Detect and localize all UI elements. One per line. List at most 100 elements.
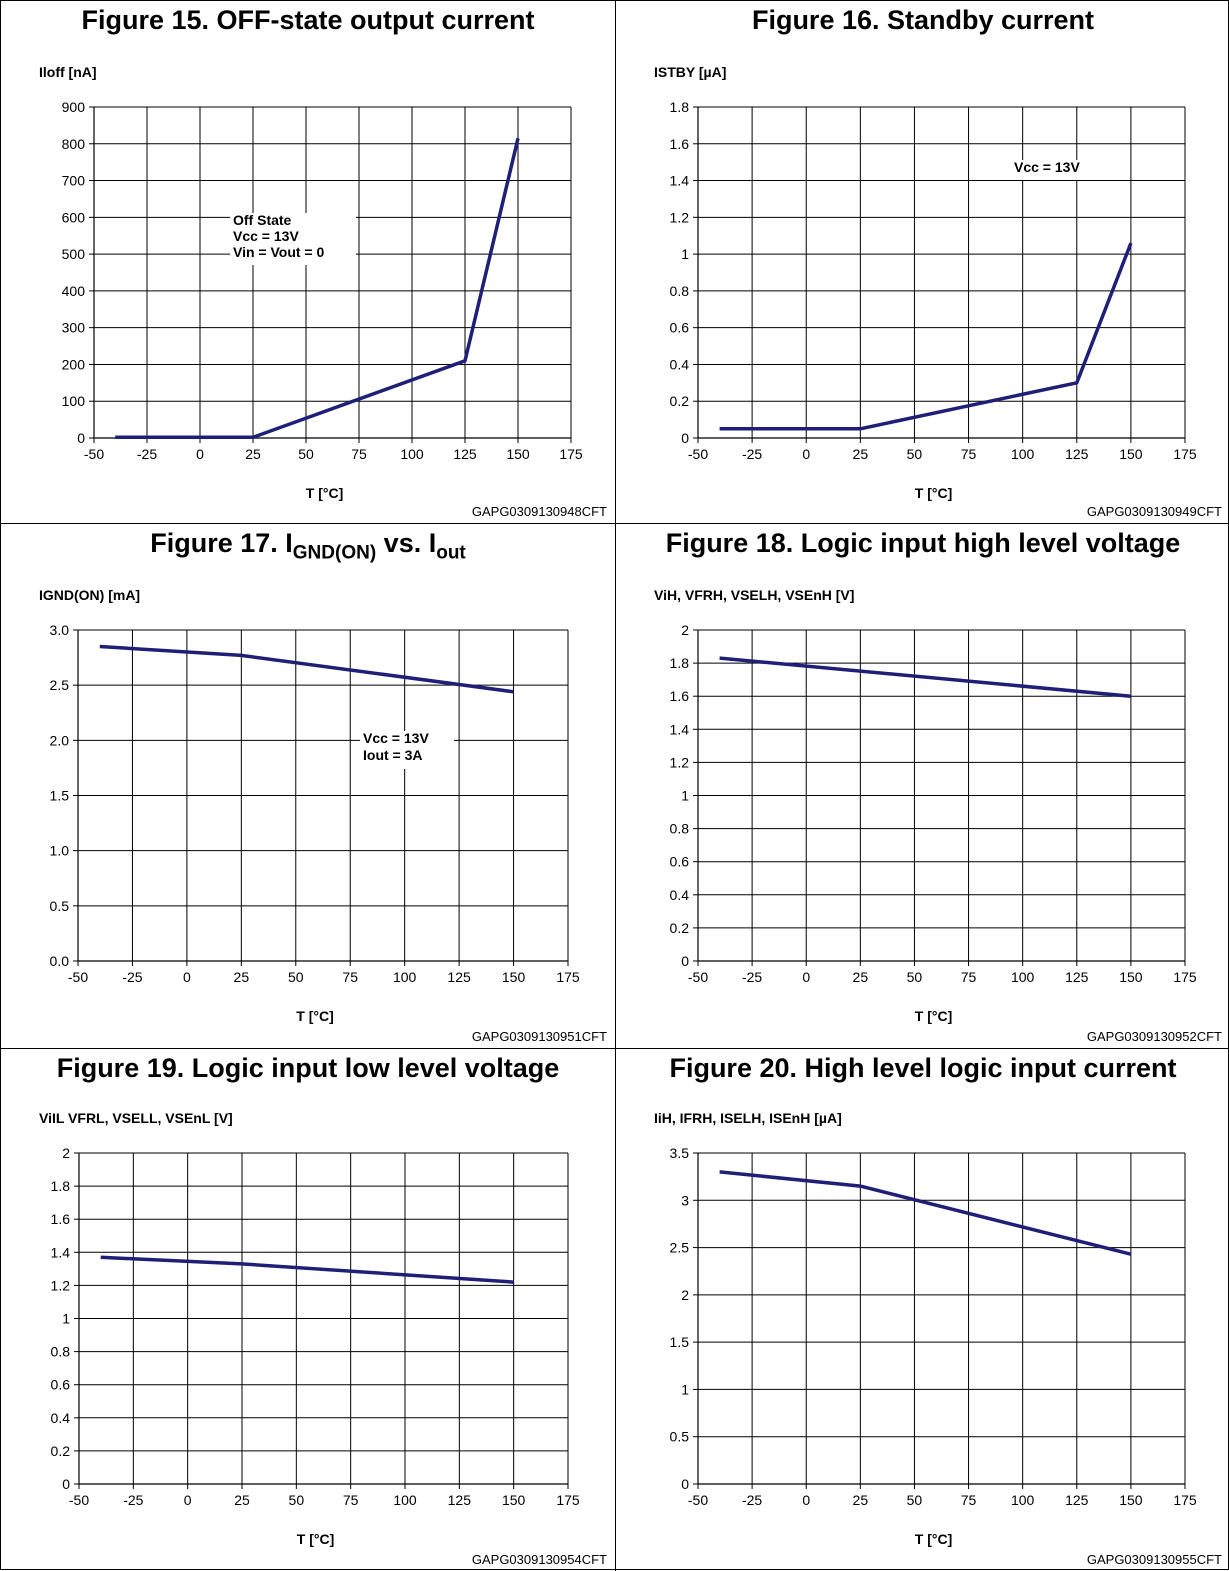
x-tick-label: -25 [742,1492,762,1508]
x-tick-label: 100 [400,446,424,462]
figure-16-panel: Figure 16. Standby current -50 -25 0 25 50 75… [616,1,1229,523]
y-tick-label: 0.4 [670,887,690,903]
y-axis-label: ViIL VFRL, VSELL, VSEnL [V] [39,1110,233,1126]
y-axis-label: IGND(ON) [mA] [39,587,140,603]
x-tick-label: 50 [907,1492,923,1508]
x-tick-label: 0 [196,446,204,462]
x-tick-label: 25 [234,1492,250,1508]
y-tick-label: 1 [681,246,689,262]
y-tick-label: 0.6 [670,854,690,870]
figure-15-chart: -50 -25 0 25 50 75 100 125 150 175 0 100 200 300 400 50… [39,64,583,501]
x-tick-label: 75 [342,969,358,985]
annotation-text: Iout = 3A [363,747,423,763]
y-tick-label: 0 [681,953,689,969]
figure-20-panel: Figure 20. High level logic input curren… [616,1049,1229,1571]
x-tick-label: 175 [556,969,580,985]
x-tick-label: -25 [137,446,157,462]
series-line [115,137,520,440]
y-tick-label: 1.0 [50,843,70,859]
annotation-box [230,213,356,265]
y-tick-label: 1 [681,788,689,804]
y-tick-label: 3 [681,1192,689,1208]
y-tick-label: 2.5 [670,1240,690,1256]
x-tick-label: 25 [853,1492,869,1508]
x-tick-label: -50 [688,969,708,985]
x-tick-label: 75 [351,446,367,462]
y-tick-label: 0.2 [51,1443,71,1459]
y-tick-label: 1.4 [670,721,690,737]
figure-19-title: Figure 19. Logic input low level voltage [56,1053,560,1083]
figure-17-chart: -50 -25 0 25 50 75 100 125 150 175 0.0 0.5 1.0 1.5 2.0… [39,587,580,1024]
figure-19-code: GAPG0309130954CFT [471,1552,607,1567]
x-tick-label: 125 [1065,969,1089,985]
x-tick-label: 100 [393,969,417,985]
x-tick-label: 100 [1011,1492,1035,1508]
y-tick-label: 400 [62,283,86,299]
annotation-box [1011,160,1104,180]
y-tick-label: 2.0 [50,732,70,748]
annotation-text: Vcc = 13V [233,228,299,244]
x-tick-label: -50 [688,446,708,462]
y-tick-label: 0.6 [670,320,690,336]
x-tick-label: 25 [245,446,261,462]
figure-15-panel: Figure 15. OFF-state output current -50-… [1,1,615,523]
series-line [100,1255,514,1284]
figure-15-code: GAPG0309130948CFT [471,504,607,519]
y-tick-label: 1.6 [51,1211,71,1227]
x-tick-label: 150 [502,1492,526,1508]
y-tick-label: 1.8 [670,99,690,115]
y-tick-label: 1.5 [50,788,70,804]
annotation-text: Vcc = 13V [1014,159,1080,175]
x-axis-label: T [°C] [297,1531,334,1547]
figure-17-title: Figure 17. IGND(ON) vs. Iout [150,528,466,564]
x-tick-label: 75 [961,969,977,985]
annotation-box [360,731,454,769]
y-tick-label: 1.5 [670,1334,690,1350]
figure-16-chart: -50 -25 0 25 50 75 100 125 150 175 0 0.2 0.4 0.6 0.8 1 1… [654,64,1197,501]
series-line [719,656,1132,698]
x-axis-label: T [°C] [306,485,343,501]
series-line [99,644,514,694]
y-tick-label: 2.5 [50,677,70,693]
y-tick-label: 1.6 [670,688,690,704]
figure-18-panel: Figure 18. Logic input high level voltag… [616,524,1229,1048]
figure-18-code: GAPG0309130952CFT [1086,1029,1222,1044]
y-tick-label: 100 [62,393,86,409]
y-tick-label: 800 [62,136,86,152]
y-tick-label: 0.0 [50,953,70,969]
x-tick-label: 25 [234,969,250,985]
y-tick-label: 0.4 [51,1410,71,1426]
y-tick-label: 700 [62,173,86,189]
annotation-text: Off State [233,212,292,228]
row-divider-1 [1,523,1229,524]
y-tick-label: 0.4 [670,356,690,372]
x-tick-label: 25 [853,446,869,462]
x-axis-label: T [°C] [296,1008,333,1024]
y-tick-label: 0.6 [51,1377,71,1393]
x-tick-label: 0 [184,1492,192,1508]
y-tick-label: 0 [681,1476,689,1492]
x-tick-label: -50 [68,969,88,985]
y-tick-label: 0.2 [670,920,690,936]
figure-18-chart: -50 -25 0 25 50 75 100 125 150 175 0 0.2 0.4 0.6 0.8 1 1… [654,587,1197,1024]
x-tick-label: 50 [289,1492,305,1508]
x-tick-label: 50 [907,446,923,462]
y-axis-label: ISTBY [µA] [654,64,726,80]
x-tick-label: -25 [122,969,142,985]
figure-16-title: Figure 16. Standby current [751,5,1095,35]
y-tick-label: 200 [62,356,86,372]
x-tick-label: 0 [183,969,191,985]
x-tick-label: 25 [853,969,869,985]
x-tick-label: 175 [1173,446,1197,462]
y-tick-label: 300 [62,320,86,336]
figure-16-code: GAPG0309130949CFT [1086,504,1222,519]
x-tick-label: 100 [1011,969,1035,985]
y-tick-label: 900 [62,99,86,115]
x-tick-label: -50 [69,1492,89,1508]
y-axis-label: ViH, VFRH, VSELH, VSEnH [V] [654,587,854,603]
series-line [719,1170,1132,1256]
x-tick-label: 150 [1119,1492,1143,1508]
y-tick-label: 0.5 [50,898,70,914]
x-tick-label: 125 [1065,446,1089,462]
